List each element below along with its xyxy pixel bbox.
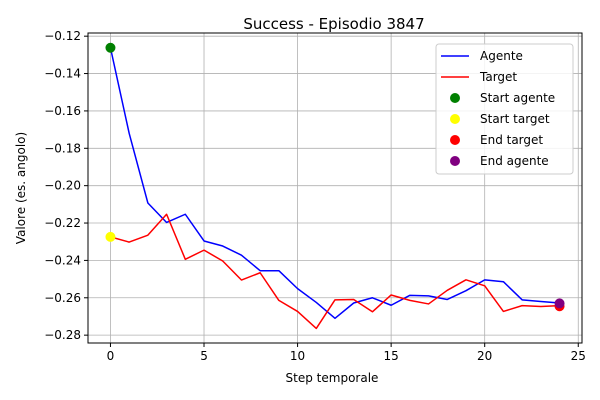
legend-label-start-target: Start target — [480, 112, 550, 126]
y-tick-label: −0.18 — [44, 141, 81, 155]
legend: Agente Target Start agente Start target End … — [435, 43, 574, 175]
x-tick-label: 5 — [200, 349, 208, 363]
legend-label-agente: Agente — [480, 49, 523, 63]
legend-box — [435, 43, 574, 175]
legend-swatch-start-target — [450, 114, 460, 124]
y-tick-label: −0.28 — [44, 328, 81, 342]
legend-swatch-end-agente — [450, 156, 460, 166]
y-tick-label: −0.26 — [44, 291, 81, 305]
x-tick-label: 0 — [107, 349, 115, 363]
x-tick-label: 20 — [477, 349, 492, 363]
series-layer — [105, 42, 565, 330]
legend-label-end-agente: End agente — [480, 154, 549, 168]
y-tick-label: −0.22 — [44, 216, 81, 230]
y-tick-label: −0.20 — [44, 179, 81, 193]
y-tick-label: −0.12 — [44, 29, 81, 43]
y-axis-label: Valore (es. angolo) — [14, 132, 28, 244]
plot-frame — [87, 32, 583, 344]
y-tick-label: −0.16 — [44, 104, 81, 118]
marker-end-agente — [554, 298, 565, 309]
series-line-agente — [109, 47, 560, 320]
chart-title: Success - Episodio 3847 — [243, 15, 424, 33]
legend-label-start-agente: Start agente — [480, 91, 555, 105]
y-tick-label: −0.24 — [44, 253, 81, 267]
legend-label-target: Target — [479, 70, 517, 84]
x-tick-label: 10 — [290, 349, 305, 363]
marker-start-target — [105, 231, 116, 242]
y-tick-label: −0.14 — [44, 67, 81, 81]
legend-swatch-start-agente — [450, 93, 460, 103]
series-line-target — [110, 213, 560, 330]
legend-label-end-target: End target — [480, 133, 543, 147]
axis-ticks: 0 5 10 15 20 25 −0.12 −0.14 −0.16 −0.18 −0.20 −0.22… — [44, 29, 586, 363]
legend-swatch-end-target — [450, 135, 460, 145]
x-tick-label: 25 — [571, 349, 586, 363]
x-tick-label: 15 — [383, 349, 398, 363]
x-axis-label: Step temporale — [286, 371, 379, 385]
marker-start-agente — [105, 42, 116, 53]
